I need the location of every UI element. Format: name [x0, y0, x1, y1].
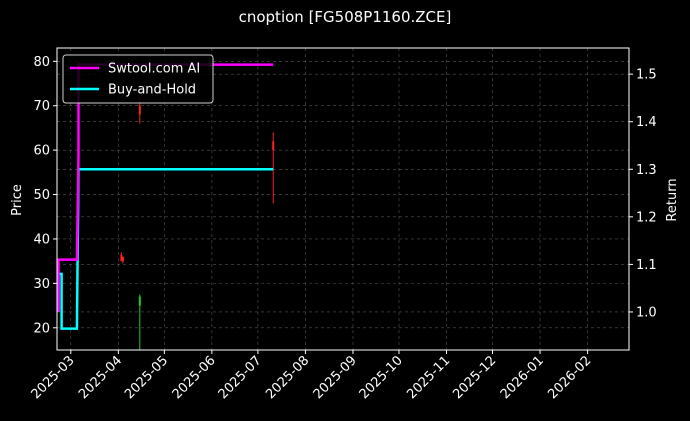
- y-tick-label: 30: [33, 277, 50, 292]
- x-tick-label: 2025-11: [404, 353, 453, 402]
- x-tick-label: 2025-09: [311, 353, 360, 402]
- y2-tick-label: 1.0: [636, 305, 657, 320]
- x-tick-label: 2025-07: [216, 353, 265, 402]
- x-tick-label: 2025-10: [357, 353, 406, 402]
- y2-tick-label: 1.5: [636, 68, 657, 83]
- candle-body: [120, 254, 123, 262]
- x-tick-label: 2026-02: [545, 353, 594, 402]
- candle-body: [272, 141, 275, 151]
- y-tick-label: 50: [33, 188, 50, 203]
- legend-label: Buy-and-Hold: [108, 83, 196, 98]
- legend: Swtool.com AI Buy-and-Hold: [62, 54, 214, 104]
- series-line: [57, 168, 274, 330]
- x-tick-label: 2025-05: [122, 353, 171, 402]
- y-axis-label: Price: [10, 184, 25, 216]
- x-tick-label: 2025-08: [263, 353, 312, 402]
- candles: [57, 61, 275, 350]
- x-tick-label: 2025-06: [170, 353, 219, 402]
- y-tick-label: 80: [33, 55, 50, 70]
- candle-body: [138, 105, 141, 115]
- x-tick-label: 2025-04: [76, 353, 125, 402]
- y-axis-left: 20 30 40 50 60 70 80: [33, 55, 57, 336]
- legend-label: Swtool.com AI: [108, 62, 200, 77]
- x-tick-label: 2025-03: [29, 353, 78, 402]
- y-axis-right: 1.0 1.1 1.2 1.3 1.4 1.5: [629, 68, 657, 320]
- legend-box: [62, 54, 214, 104]
- chart-title: cnoption [FG508P1160.ZCE]: [239, 8, 452, 26]
- y-tick-label: 60: [33, 144, 50, 159]
- y2-tick-label: 1.3: [636, 163, 657, 178]
- series-lines: [57, 63, 274, 330]
- y-tick-label: 70: [33, 99, 50, 114]
- y2-tick-label: 1.1: [636, 258, 657, 273]
- y2-tick-label: 1.2: [636, 210, 657, 225]
- x-tick-label: 2026-01: [498, 353, 547, 402]
- candle-body: [138, 296, 141, 306]
- y2-axis-label: Return: [665, 178, 680, 221]
- x-axis: 2025-032025-042025-052025-062025-072025-…: [29, 350, 594, 402]
- y-tick-label: 20: [33, 321, 50, 336]
- plot-frame: [56, 47, 630, 351]
- x-tick-label: 2025-12: [450, 353, 499, 402]
- y2-tick-label: 1.4: [636, 115, 657, 130]
- candle-body: [121, 256, 124, 262]
- y-tick-label: 40: [33, 232, 50, 247]
